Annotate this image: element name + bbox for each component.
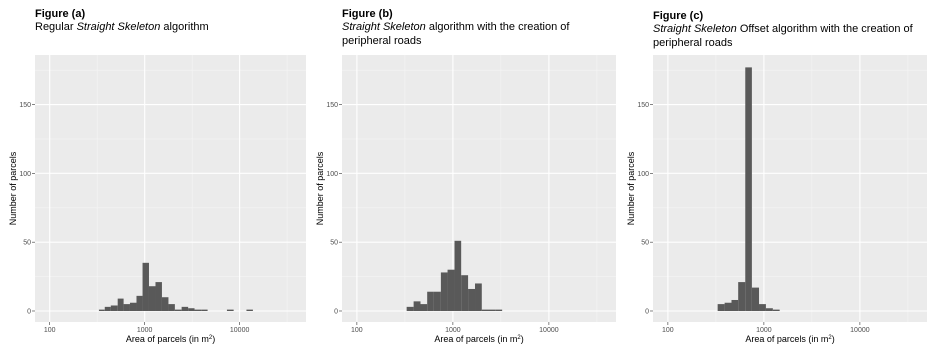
y-tick-label: 150 bbox=[326, 102, 338, 109]
chart-panel-b: Figure (b) Straight Skeleton algorithm w… bbox=[307, 0, 619, 350]
x-tick-label: 100 bbox=[44, 327, 56, 334]
histogram-bar bbox=[104, 306, 111, 311]
histogram-bar bbox=[731, 299, 739, 311]
x-tick-label: 10000 bbox=[230, 327, 250, 334]
y-tick-label: 0 bbox=[334, 308, 338, 315]
x-axis-label: Area of parcels (in m2) bbox=[434, 334, 523, 344]
histogram-bar bbox=[481, 309, 489, 311]
histogram-bar bbox=[142, 262, 149, 311]
histogram-bar bbox=[488, 309, 496, 311]
histogram-bar bbox=[226, 309, 234, 311]
chart-subtitle: Regular Straight Skeleton algorithm bbox=[35, 20, 305, 34]
histogram-bar bbox=[724, 302, 732, 311]
x-tick-label: 100 bbox=[662, 327, 674, 334]
x-tick-label: 1000 bbox=[756, 327, 772, 334]
chart-title: Figure (b) bbox=[342, 8, 393, 20]
histogram-bar bbox=[155, 282, 162, 311]
histogram-bar bbox=[123, 304, 130, 311]
x-axis-label: Area of parcels (in m2) bbox=[745, 334, 834, 344]
histogram-bar bbox=[772, 309, 780, 311]
y-tick-label: 150 bbox=[637, 102, 649, 109]
histogram-bar bbox=[413, 301, 421, 311]
histogram-bar bbox=[717, 304, 725, 311]
plot-background bbox=[35, 55, 306, 322]
y-axis-label: Number of parcels bbox=[315, 151, 325, 225]
histogram-bar bbox=[406, 306, 414, 311]
histogram-bar bbox=[201, 309, 208, 311]
y-tick-label: 100 bbox=[637, 171, 649, 178]
y-axis-label: Number of parcels bbox=[8, 151, 18, 225]
chart-subtitle: Straight Skeleton algorithm with the cre… bbox=[342, 20, 582, 48]
plot-background bbox=[342, 55, 616, 322]
histogram-bar bbox=[110, 305, 118, 311]
chart-title: Figure (a) bbox=[35, 8, 86, 20]
chart-title: Figure (c) bbox=[653, 10, 704, 22]
y-tick-label: 0 bbox=[645, 308, 649, 315]
histogram-bar bbox=[765, 308, 773, 311]
histogram-bar bbox=[148, 286, 156, 311]
x-axis-label: Area of parcels (in m2) bbox=[126, 334, 215, 344]
y-tick-label: 0 bbox=[27, 308, 31, 315]
y-axis-label: Number of parcels bbox=[626, 151, 636, 225]
y-tick-label: 100 bbox=[326, 171, 338, 178]
subtitle-italic: Straight Skeleton bbox=[342, 21, 426, 33]
histogram-bar bbox=[194, 309, 202, 311]
subtitle-italic: Straight Skeleton bbox=[76, 21, 161, 33]
histogram-bar bbox=[161, 297, 169, 311]
histogram-bar bbox=[427, 291, 434, 311]
histogram-bar bbox=[181, 306, 189, 311]
subtitle-suffix: algorithm with the creation of periphera… bbox=[342, 21, 570, 47]
histogram-bar bbox=[759, 304, 766, 311]
histogram-bar bbox=[129, 302, 137, 311]
chart-panel-c: Figure (c) Straight Skeleton Offset algo… bbox=[618, 0, 929, 350]
histogram-bar bbox=[174, 309, 182, 311]
histogram-bar bbox=[461, 275, 469, 311]
histogram-bar bbox=[495, 309, 503, 311]
histogram-bar bbox=[738, 282, 746, 311]
histogram-bar bbox=[454, 240, 462, 311]
histogram-bar bbox=[468, 288, 476, 311]
histogram-bar bbox=[188, 308, 195, 311]
x-tick-label: 1000 bbox=[445, 327, 461, 334]
histogram-bar bbox=[117, 298, 124, 311]
histogram-bar bbox=[136, 295, 143, 311]
histogram-bar bbox=[440, 272, 448, 311]
y-tick-label: 50 bbox=[23, 240, 31, 247]
subtitle-suffix: algorithm bbox=[160, 21, 209, 33]
y-tick-label: 50 bbox=[330, 240, 338, 247]
chart-panel-a: Figure (a) Regular Straight Skeleton alg… bbox=[0, 0, 310, 350]
histogram-plot: 0 50 100 150 100 1000 10000 Area of parcels (in… bbox=[626, 55, 927, 344]
subtitle-prefix: Regular bbox=[35, 21, 77, 33]
histogram-bar bbox=[246, 309, 253, 311]
histogram-bar bbox=[447, 269, 455, 311]
y-tick-label: 100 bbox=[19, 171, 31, 178]
histogram-plot: 0 50 100 150 100 1000 10000 Area of parcels (in… bbox=[8, 55, 306, 344]
histogram-bar bbox=[433, 291, 441, 311]
histogram-bar bbox=[751, 287, 760, 311]
chart-subtitle: Straight Skeleton Offset algorithm with … bbox=[653, 22, 925, 50]
plot-background bbox=[653, 55, 927, 322]
histogram-bar bbox=[98, 309, 105, 311]
y-tick-label: 150 bbox=[19, 102, 31, 109]
x-tick-label: 10000 bbox=[539, 327, 559, 334]
x-tick-label: 100 bbox=[351, 327, 363, 334]
x-tick-label: 1000 bbox=[137, 327, 153, 334]
histogram-plot: 0 50 100 150 100 1000 10000 Area of parcels (in… bbox=[315, 55, 616, 344]
subtitle-italic: Straight Skeleton bbox=[653, 23, 737, 35]
subtitle-suffix: Offset algorithm with the creation of pe… bbox=[653, 23, 913, 49]
histogram-bar bbox=[168, 304, 175, 311]
x-tick-label: 10000 bbox=[850, 327, 870, 334]
histogram-bar bbox=[745, 67, 752, 311]
histogram-bar bbox=[420, 304, 428, 311]
histogram-bar bbox=[475, 283, 482, 311]
y-tick-label: 50 bbox=[641, 240, 649, 247]
